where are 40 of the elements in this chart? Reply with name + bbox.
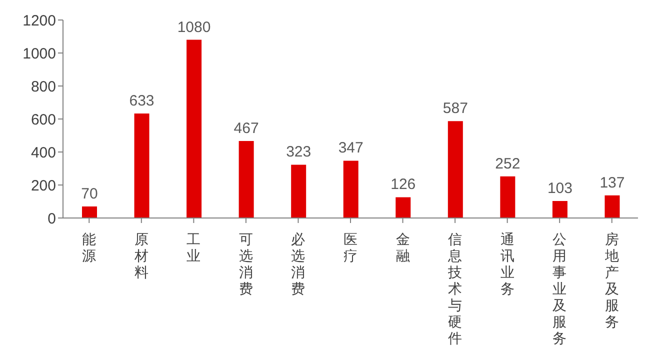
x-tick-label: 医疗	[344, 232, 358, 264]
data-label: 587	[442, 100, 468, 118]
y-tick-label: 400	[30, 144, 56, 162]
data-label: 103	[547, 180, 572, 198]
data-label: 252	[495, 155, 520, 172]
y-tick-label: 0	[48, 210, 56, 228]
bar	[500, 176, 516, 218]
y-tick-label: 1200	[22, 12, 56, 30]
x-tick-label: 通讯业务	[500, 232, 514, 298]
bar	[343, 160, 358, 218]
x-tick-label: 金融	[396, 232, 410, 264]
bar	[396, 197, 411, 218]
data-label: 70	[81, 185, 98, 202]
bar	[186, 40, 202, 218]
data-label: 467	[234, 120, 259, 137]
x-tick-label: 能源	[82, 232, 96, 264]
x-tick-label: 公用事业及服务	[552, 232, 567, 347]
bar	[134, 114, 150, 218]
data-label: 347	[338, 140, 364, 157]
bar	[291, 164, 306, 218]
bar	[82, 206, 97, 218]
bar	[238, 140, 254, 218]
y-tick-label: 1000	[22, 45, 56, 62]
data-label: 137	[600, 174, 625, 192]
data-label: 1080	[177, 18, 211, 36]
bar	[448, 121, 463, 218]
x-tick-label: 必选消费	[291, 232, 306, 298]
x-tick-label: 工业	[186, 232, 201, 264]
bar	[552, 201, 568, 218]
x-tick-label: 信息技术与硬件	[447, 232, 462, 347]
x-tick-label: 原材料	[133, 232, 148, 281]
data-label: 323	[286, 144, 312, 161]
y-tick-label: 200	[30, 177, 56, 194]
x-tick-label: 可选消费	[238, 232, 253, 298]
data-label: 126	[390, 176, 416, 194]
y-tick-label: 600	[30, 111, 56, 128]
bar	[604, 195, 620, 218]
data-label: 633	[129, 92, 154, 110]
y-tick-label: 800	[30, 78, 56, 96]
x-tick-label: 房地产及服务	[604, 232, 619, 330]
